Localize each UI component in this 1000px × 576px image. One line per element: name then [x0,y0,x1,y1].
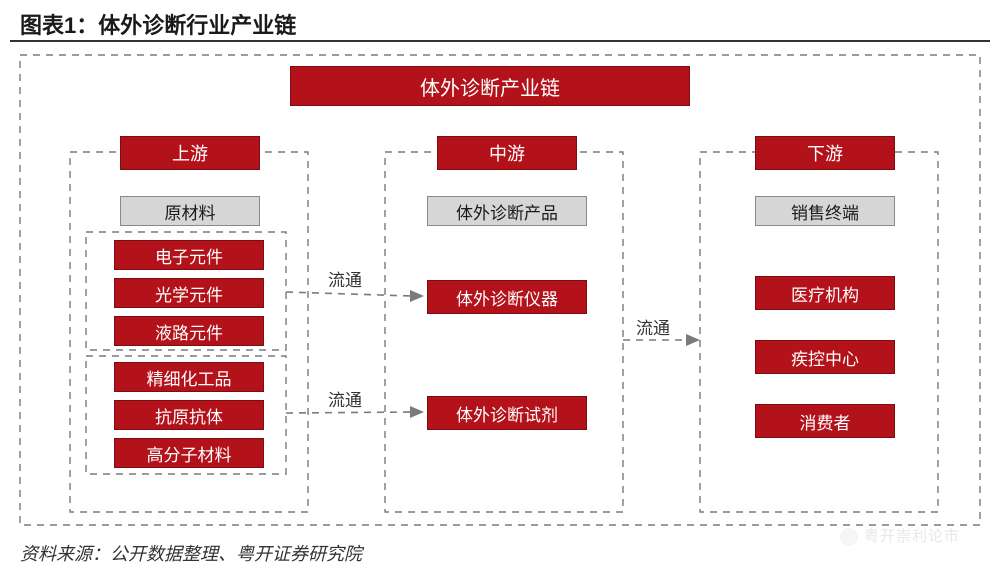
upstream-item-a-0: 电子元件 [114,240,264,270]
midstream-item-0: 体外诊断仪器 [427,280,587,314]
downstream-category: 销售终端 [755,196,895,226]
flow-label: 流通 [328,266,362,291]
midstream-header: 中游 [437,136,577,170]
upstream-item-b-0: 精细化工品 [114,362,264,392]
midstream-item-1: 体外诊断试剂 [427,396,587,430]
title-rule [10,40,990,42]
root-node: 体外诊断产业链 [290,66,690,106]
downstream-item-2: 消费者 [755,404,895,438]
upstream-item-b-1: 抗原抗体 [114,400,264,430]
upstream-item-b-2: 高分子材料 [114,438,264,468]
upstream-category: 原材料 [120,196,260,226]
flow-label: 流通 [328,386,362,411]
downstream-header: 下游 [755,136,895,170]
watermark-text: 粤开崇利论市 [864,528,960,545]
source-line: 资料来源：公开数据整理、粤开证券研究院 [20,540,362,566]
chart-title: 图表1：体外诊断行业产业链 [20,8,296,40]
downstream-item-0: 医疗机构 [755,276,895,310]
watermark: 粤开崇利论市 [840,525,960,546]
midstream-category: 体外诊断产品 [427,196,587,226]
watermark-icon [840,528,858,546]
upstream-item-a-2: 液路元件 [114,316,264,346]
downstream-item-1: 疾控中心 [755,340,895,374]
upstream-item-a-1: 光学元件 [114,278,264,308]
upstream-header: 上游 [120,136,260,170]
flow-label: 流通 [636,314,670,339]
